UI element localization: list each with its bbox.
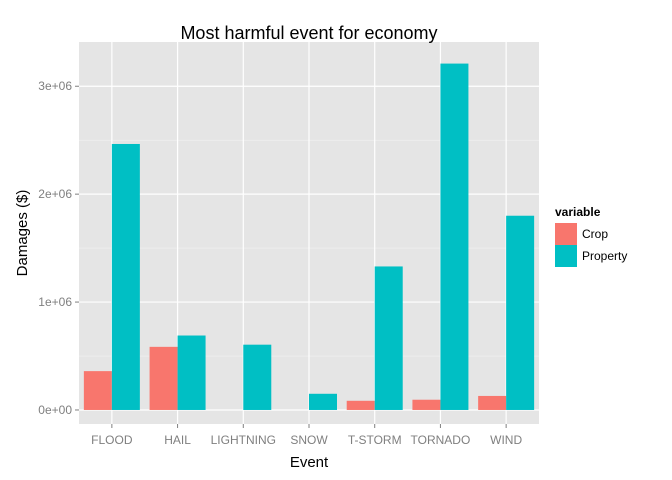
- bar-property-tornado: [440, 63, 469, 410]
- legend-key-crop: [555, 223, 577, 245]
- bar-crop-tornado: [412, 399, 441, 410]
- bar-property-lightning: [243, 344, 272, 410]
- x-tick-label: T-STORM: [348, 433, 402, 447]
- y-axis-title: Damages ($): [14, 190, 31, 277]
- bar-crop-wind: [478, 395, 507, 410]
- bar-property-wind: [506, 215, 535, 410]
- x-tick-label: TORNADO: [411, 433, 471, 447]
- y-tick-label: 3e+06: [38, 79, 72, 93]
- legend-title: variable: [555, 205, 601, 219]
- legend-label-crop: Crop: [582, 227, 608, 241]
- x-tick-label: HAIL: [164, 433, 191, 447]
- bar-property-hail: [177, 335, 206, 410]
- bars: [83, 63, 535, 410]
- y-tick-label: 2e+06: [38, 187, 72, 201]
- bar-property-t-storm: [374, 266, 403, 410]
- y-tick-label: 0e+00: [38, 403, 72, 417]
- x-tick-label: LIGHTNING: [211, 433, 276, 447]
- x-axis: FLOOD HAIL LIGHTNING SNOW T-STORM TORNADO WIND: [91, 424, 522, 447]
- x-axis-title: Event: [290, 454, 329, 471]
- x-tick-label: SNOW: [290, 433, 328, 447]
- bar-crop-hail: [149, 346, 178, 410]
- chart-title: Most harmful event for economy: [180, 23, 437, 43]
- y-tick-label: 1e+06: [38, 295, 72, 309]
- legend-label-property: Property: [582, 249, 627, 263]
- y-axis: 0e+00 1e+06 2e+06 3e+06: [38, 79, 79, 417]
- bar-property-snow: [309, 393, 337, 410]
- bar-crop-t-storm: [346, 400, 375, 410]
- x-tick-label: WIND: [490, 433, 522, 447]
- bar-property-flood: [111, 143, 140, 410]
- legend-key-property: [555, 245, 577, 267]
- x-tick-label: FLOOD: [91, 433, 133, 447]
- legend: variable Crop Property: [555, 205, 627, 267]
- bar-crop-flood: [83, 371, 112, 410]
